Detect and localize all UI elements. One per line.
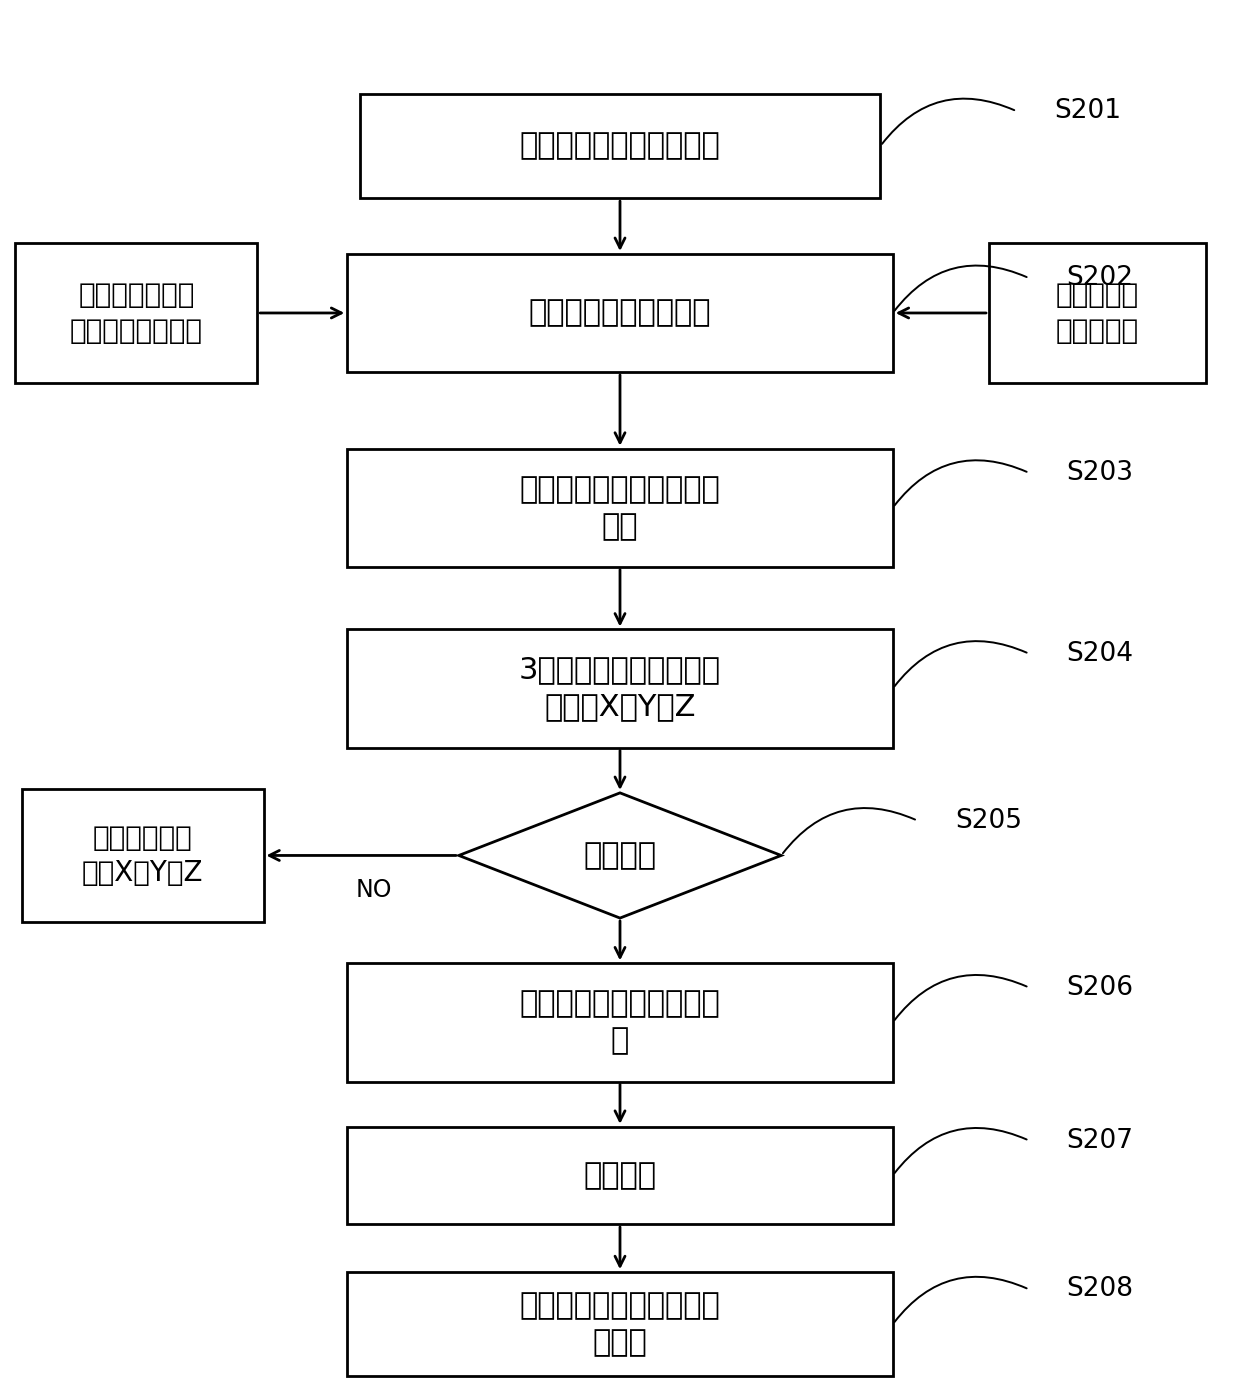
Text: 更新电网规划负荷下一时
段开始: 更新电网规划负荷下一时 段开始 (520, 1291, 720, 1358)
Text: S201: S201 (1054, 99, 1121, 124)
Text: 3种车型遗传算法规划网
格矩阵X、Y、Z: 3种车型遗传算法规划网 格矩阵X、Y、Z (520, 655, 720, 722)
Text: 依据车型调度矩阵中的位
置: 依据车型调度矩阵中的位 置 (520, 989, 720, 1056)
Text: NO: NO (356, 878, 392, 903)
Text: S208: S208 (1066, 1277, 1133, 1302)
Text: 充电站初始调度充电车辆
信息: 充电站初始调度充电车辆 信息 (520, 474, 720, 541)
Text: S206: S206 (1066, 975, 1133, 1000)
FancyBboxPatch shape (347, 253, 893, 371)
FancyBboxPatch shape (22, 790, 263, 921)
Text: 维持网格规划
矩阵X、Y、Z: 维持网格规划 矩阵X、Y、Z (82, 823, 203, 887)
Polygon shape (459, 793, 781, 918)
Text: 时段开始充电站初始化: 时段开始充电站初始化 (528, 299, 712, 327)
FancyBboxPatch shape (347, 448, 893, 568)
FancyBboxPatch shape (990, 243, 1205, 383)
FancyBboxPatch shape (347, 963, 893, 1082)
Text: 充电车辆常
规负荷规律: 充电车辆常 规负荷规律 (1055, 281, 1140, 345)
Text: 电网常规负荷规
律、峰谷电价信息: 电网常规负荷规 律、峰谷电价信息 (69, 281, 203, 345)
Text: S205: S205 (955, 808, 1022, 833)
FancyBboxPatch shape (347, 1271, 893, 1377)
Text: S202: S202 (1066, 266, 1133, 291)
Text: S207: S207 (1066, 1128, 1133, 1153)
Text: S204: S204 (1066, 641, 1133, 666)
Text: 充电站当前时段负荷情况: 充电站当前时段负荷情况 (520, 132, 720, 160)
Text: 时段结束: 时段结束 (584, 1161, 656, 1189)
FancyBboxPatch shape (15, 243, 258, 383)
Text: 新车接入: 新车接入 (584, 842, 656, 869)
FancyBboxPatch shape (347, 629, 893, 748)
Text: S203: S203 (1066, 460, 1133, 485)
FancyBboxPatch shape (347, 1127, 893, 1224)
FancyBboxPatch shape (360, 93, 880, 198)
